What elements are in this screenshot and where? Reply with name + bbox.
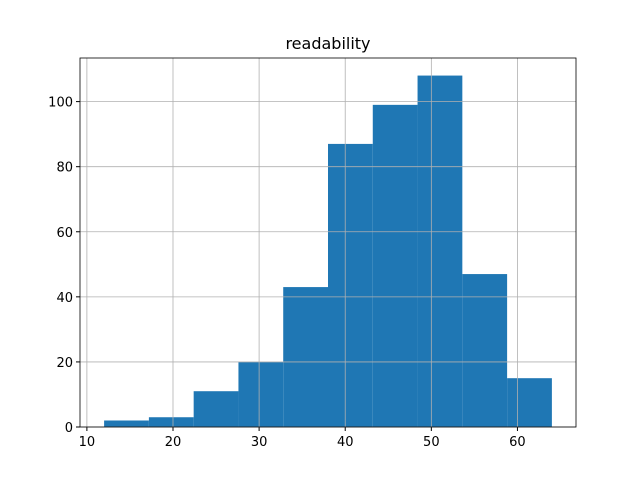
bar (238, 361, 284, 427)
x-tick-label: 50 (423, 435, 440, 450)
bar (417, 75, 463, 428)
x-tick-label: 10 (79, 435, 96, 450)
x-tick-label: 20 (165, 435, 182, 450)
y-tick-label: 20 (56, 356, 73, 371)
x-tick-label: 30 (251, 435, 268, 450)
bar (283, 287, 328, 427)
x-tick-label: 40 (337, 435, 354, 450)
y-tick-label: 0 (65, 421, 73, 436)
bar (328, 143, 373, 427)
plot-frame (79, 57, 577, 428)
bar (193, 391, 239, 427)
bar (462, 274, 508, 427)
x-tick-label: 60 (509, 435, 526, 450)
bar (104, 420, 149, 427)
bar (148, 417, 194, 427)
y-tick-label: 80 (56, 161, 73, 176)
y-tick-label: 60 (56, 226, 73, 241)
bar (372, 104, 418, 427)
y-tick-label: 40 (56, 291, 73, 306)
chart-title: readability (285, 34, 370, 53)
y-tick-label: 100 (48, 96, 73, 111)
bar (507, 378, 552, 427)
